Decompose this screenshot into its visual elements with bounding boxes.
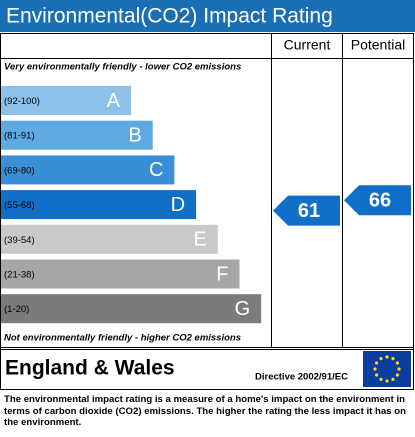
eu-star xyxy=(373,367,377,371)
title-bar xyxy=(0,0,415,32)
band xyxy=(1,155,175,185)
band xyxy=(1,294,262,324)
band-range: (39-54) xyxy=(4,235,35,246)
band xyxy=(1,259,240,289)
eu-star xyxy=(391,357,395,361)
band-range: (92-100) xyxy=(4,96,40,107)
band-letter: E xyxy=(193,229,206,251)
band-letter: F xyxy=(216,263,228,285)
frame xyxy=(0,33,414,390)
band-letter: B xyxy=(128,124,141,146)
band-range: (69-80) xyxy=(4,165,35,176)
eu-stars xyxy=(373,355,401,383)
band-letter: C xyxy=(149,159,163,181)
rating-arrow xyxy=(273,195,340,226)
eu-star xyxy=(375,373,379,377)
band-range: (1-20) xyxy=(4,304,29,315)
eu-star xyxy=(375,361,379,365)
footer-text: The environmental impact rating is a mea… xyxy=(4,394,406,428)
band xyxy=(1,120,153,150)
band xyxy=(1,224,218,254)
band-range: (81-91) xyxy=(4,131,35,142)
band-range: (55-68) xyxy=(4,200,35,211)
band xyxy=(1,190,197,220)
chart-title: Environmental(CO2) Impact Rating xyxy=(6,5,333,28)
eu-star xyxy=(395,373,399,377)
band-letter: A xyxy=(107,90,121,112)
eu-star xyxy=(379,377,383,381)
bottom-note: Not environmentally friendly - higher CO… xyxy=(4,333,241,344)
eu-star xyxy=(385,355,389,359)
eu-star xyxy=(397,367,401,371)
eu-star xyxy=(395,361,399,365)
top-note: Very environmentally friendly - lower CO… xyxy=(4,62,241,73)
band-letter: D xyxy=(171,194,185,216)
column-header: Potential xyxy=(351,37,405,53)
region: England & Wales xyxy=(5,357,175,380)
rating-arrow xyxy=(344,185,411,216)
rating-value: 66 xyxy=(369,190,391,212)
directive: Directive 2002/91/EC xyxy=(255,372,348,383)
column-header: Current xyxy=(284,37,331,53)
chart: Environmental(CO2) Impact Rating Current… xyxy=(0,0,415,390)
band-range: (21-38) xyxy=(4,270,35,281)
rating-value: 61 xyxy=(298,200,320,222)
band xyxy=(1,86,131,115)
eu-star xyxy=(379,357,383,361)
eu-star xyxy=(385,379,389,383)
band-letter: G xyxy=(235,298,251,320)
eu-star xyxy=(391,377,395,381)
